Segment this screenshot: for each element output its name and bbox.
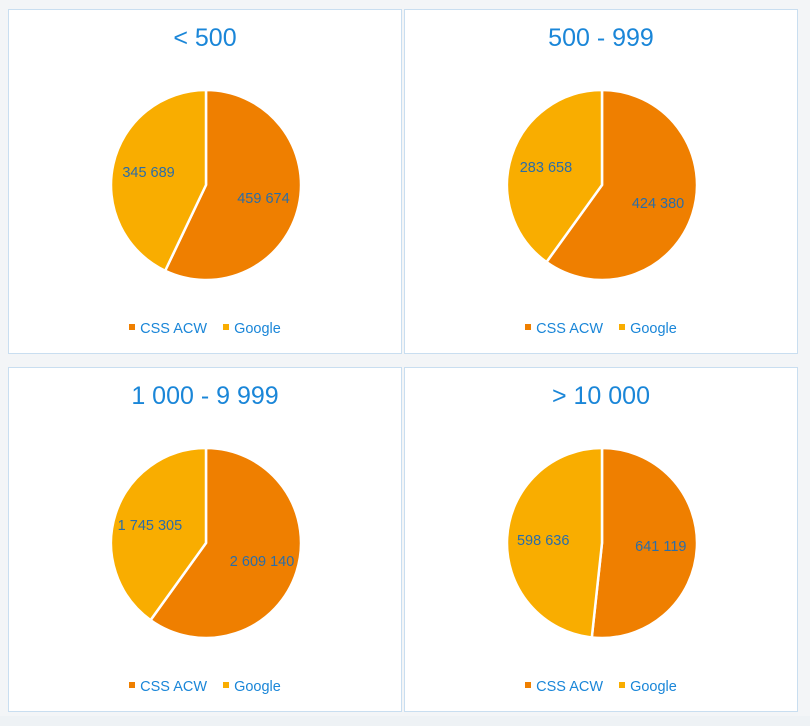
data-label: 598 636	[517, 533, 569, 549]
pie-chart: 424 380 283 658	[505, 88, 699, 282]
pie-slice-css-acw	[163, 88, 303, 282]
data-label: 283 658	[520, 160, 572, 176]
chart-legend: CSS ACW Google	[9, 321, 401, 337]
legend-label: Google	[234, 321, 281, 337]
bottom-strip	[0, 716, 810, 726]
pie-slice-css-acw	[544, 88, 699, 282]
chart-title: 500 - 999	[548, 24, 654, 52]
legend-label: CSS ACW	[536, 321, 604, 337]
legend-swatch	[525, 324, 532, 331]
pie-slice-css-acw	[148, 446, 303, 640]
chart-title: 1 000 - 9 999	[131, 382, 279, 410]
legend-item-css-acw: CSS ACW	[525, 321, 603, 337]
pie-slice-google	[505, 88, 604, 264]
legend-item-google: Google	[223, 679, 281, 695]
legend-swatch	[619, 324, 626, 331]
legend-label: Google	[630, 321, 677, 337]
data-label: 1 745 305	[118, 518, 183, 534]
pie-slice-google	[505, 446, 604, 639]
data-label: 641 119	[635, 539, 686, 555]
data-label: 2 609 140	[230, 554, 295, 570]
data-label: 459 674	[237, 191, 289, 207]
chart-legend: CSS ACW Google	[9, 679, 401, 695]
chart-panel: < 500 459 674 345 689 CSS ACW Google	[8, 9, 402, 354]
legend-item-css-acw: CSS ACW	[129, 321, 207, 337]
pie-chart: 2 609 140 1 745 305	[109, 446, 303, 640]
pie-slice-google	[109, 446, 208, 622]
legend-label: Google	[630, 679, 677, 695]
chart-legend: CSS ACW Google	[405, 321, 797, 337]
legend-item-css-acw: CSS ACW	[129, 679, 207, 695]
legend-label: Google	[234, 679, 281, 695]
legend-item-google: Google	[619, 679, 677, 695]
legend-label: CSS ACW	[536, 679, 604, 695]
legend-item-google: Google	[223, 321, 281, 337]
pie-chart: 459 674 345 689	[109, 88, 303, 282]
pie-slice-google	[109, 88, 208, 273]
legend-item-google: Google	[619, 321, 677, 337]
data-label: 424 380	[632, 196, 684, 212]
chart-legend: CSS ACW Google	[405, 679, 797, 695]
chart-panel: > 10 000 641 119 598 636 CSS ACW Google	[404, 367, 798, 712]
pie-slice-css-acw	[590, 446, 699, 640]
data-label: 345 689	[122, 165, 174, 181]
pie-chart: 641 119 598 636	[505, 446, 699, 640]
legend-swatch	[619, 682, 626, 689]
legend-item-css-acw: CSS ACW	[525, 679, 603, 695]
legend-swatch	[525, 682, 532, 689]
legend-label: CSS ACW	[140, 321, 208, 337]
chart-panel: 1 000 - 9 999 2 609 140 1 745 305 CSS ACW…	[8, 367, 402, 712]
legend-swatch	[129, 682, 136, 689]
chart-title: < 500	[173, 24, 237, 52]
legend-swatch	[223, 682, 230, 689]
chart-panel: 500 - 999 424 380 283 658 CSS ACW Google	[404, 9, 798, 354]
chart-title: > 10 000	[551, 382, 650, 410]
legend-swatch	[129, 324, 136, 331]
legend-label: CSS ACW	[140, 679, 208, 695]
legend-swatch	[223, 324, 230, 331]
